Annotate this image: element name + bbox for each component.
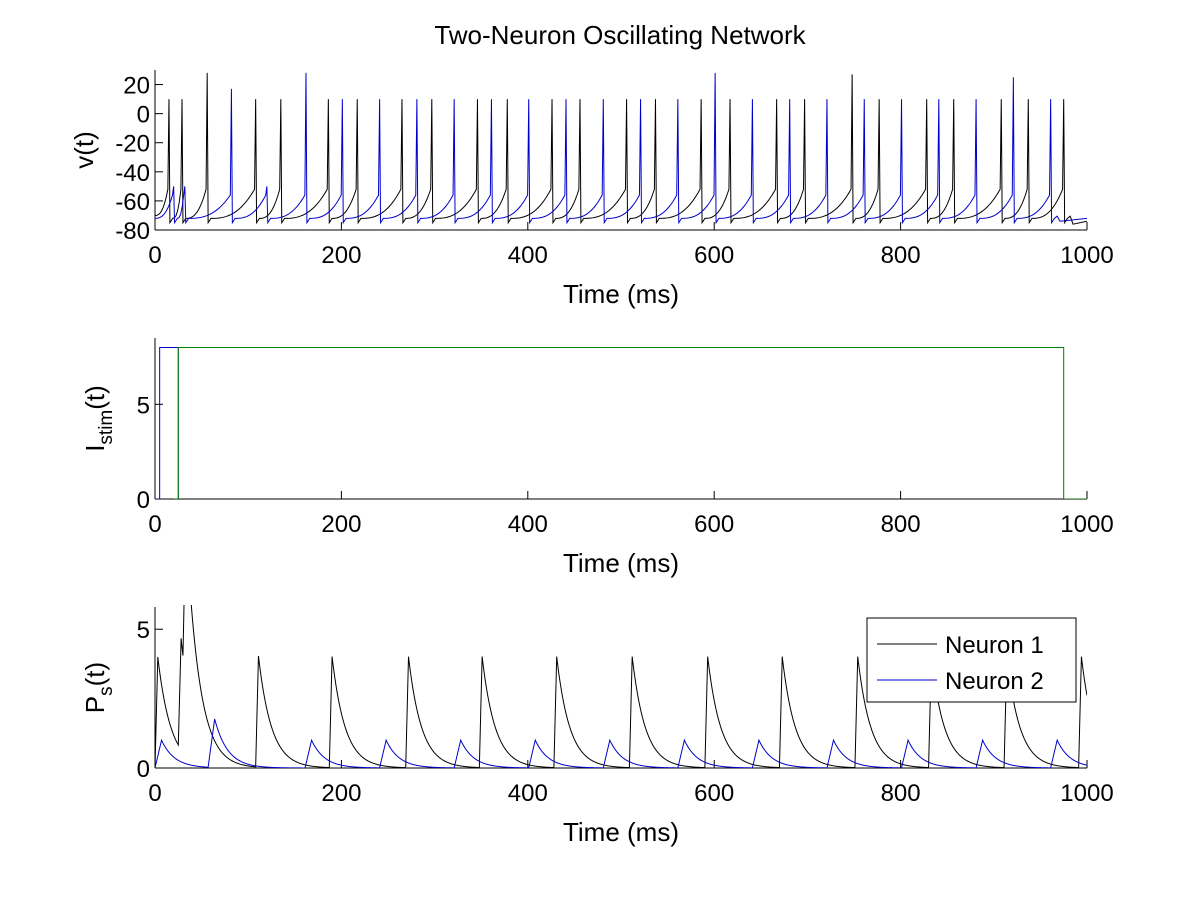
- series-line-2: [173, 346, 1087, 499]
- y-tick-label: -40: [115, 160, 150, 187]
- legend: Neuron 1 Neuron 2: [866, 617, 1077, 703]
- x-tick-label: 0: [148, 780, 161, 807]
- figure-title: Two-Neuron Oscillating Network: [434, 20, 806, 50]
- y-tick-label: -60: [115, 189, 150, 216]
- x-tick-label: 800: [881, 511, 921, 538]
- series-group: [155, 346, 1087, 499]
- y-tick-label: -80: [115, 218, 150, 245]
- x-axis-label: Time (ms): [563, 817, 679, 847]
- x-tick-label: 1000: [1060, 511, 1113, 538]
- x-tick-label: 0: [148, 242, 161, 269]
- series-group: [155, 72, 1087, 225]
- subplot-3: 0 200 400 600 800 1000 0 5 Time (ms) Ps(t) Neuron …: [80, 605, 1114, 847]
- x-tick-label: 0: [148, 511, 161, 538]
- x-tick-label: 1000: [1060, 242, 1113, 269]
- y-tick-label: 0: [137, 756, 150, 783]
- x-axis-label: Time (ms): [563, 279, 679, 309]
- y-axis-label: Ps(t): [80, 662, 117, 713]
- series-line-2: [155, 72, 1087, 225]
- x-tick-label: 600: [694, 780, 734, 807]
- y-tick-label: -20: [115, 131, 150, 158]
- y-axis-label: Istim(t): [80, 385, 117, 452]
- x-tick-label: 1000: [1060, 780, 1113, 807]
- x-tick-label: 400: [508, 780, 548, 807]
- y-tick-label: 20: [123, 73, 150, 100]
- x-tick-label: 400: [508, 511, 548, 538]
- legend-label: Neuron 1: [945, 632, 1044, 659]
- x-tick-label: 800: [881, 780, 921, 807]
- y-tick-label: 5: [137, 392, 150, 419]
- x-tick-label: 200: [321, 511, 361, 538]
- y-axis-label: v(t): [69, 131, 99, 169]
- x-tick-label: 800: [881, 242, 921, 269]
- x-tick-label: 200: [321, 242, 361, 269]
- x-tick-label: 600: [694, 242, 734, 269]
- legend-label: Neuron 2: [945, 668, 1044, 695]
- x-tick-label: 200: [321, 780, 361, 807]
- x-tick-label: 600: [694, 511, 734, 538]
- y-tick-label: 0: [137, 487, 150, 514]
- y-tick-label: 5: [137, 617, 150, 644]
- legend-box: [866, 617, 1077, 703]
- x-tick-label: 400: [508, 242, 548, 269]
- y-tick-label: 0: [137, 102, 150, 129]
- series-line-1: [155, 72, 1087, 225]
- series-line-neuron-2: [155, 718, 1087, 768]
- subplot-2: 0 200 400 600 800 1000 0 5 Time (ms) Istim(t): [80, 338, 1114, 578]
- x-axis-label: Time (ms): [563, 548, 679, 578]
